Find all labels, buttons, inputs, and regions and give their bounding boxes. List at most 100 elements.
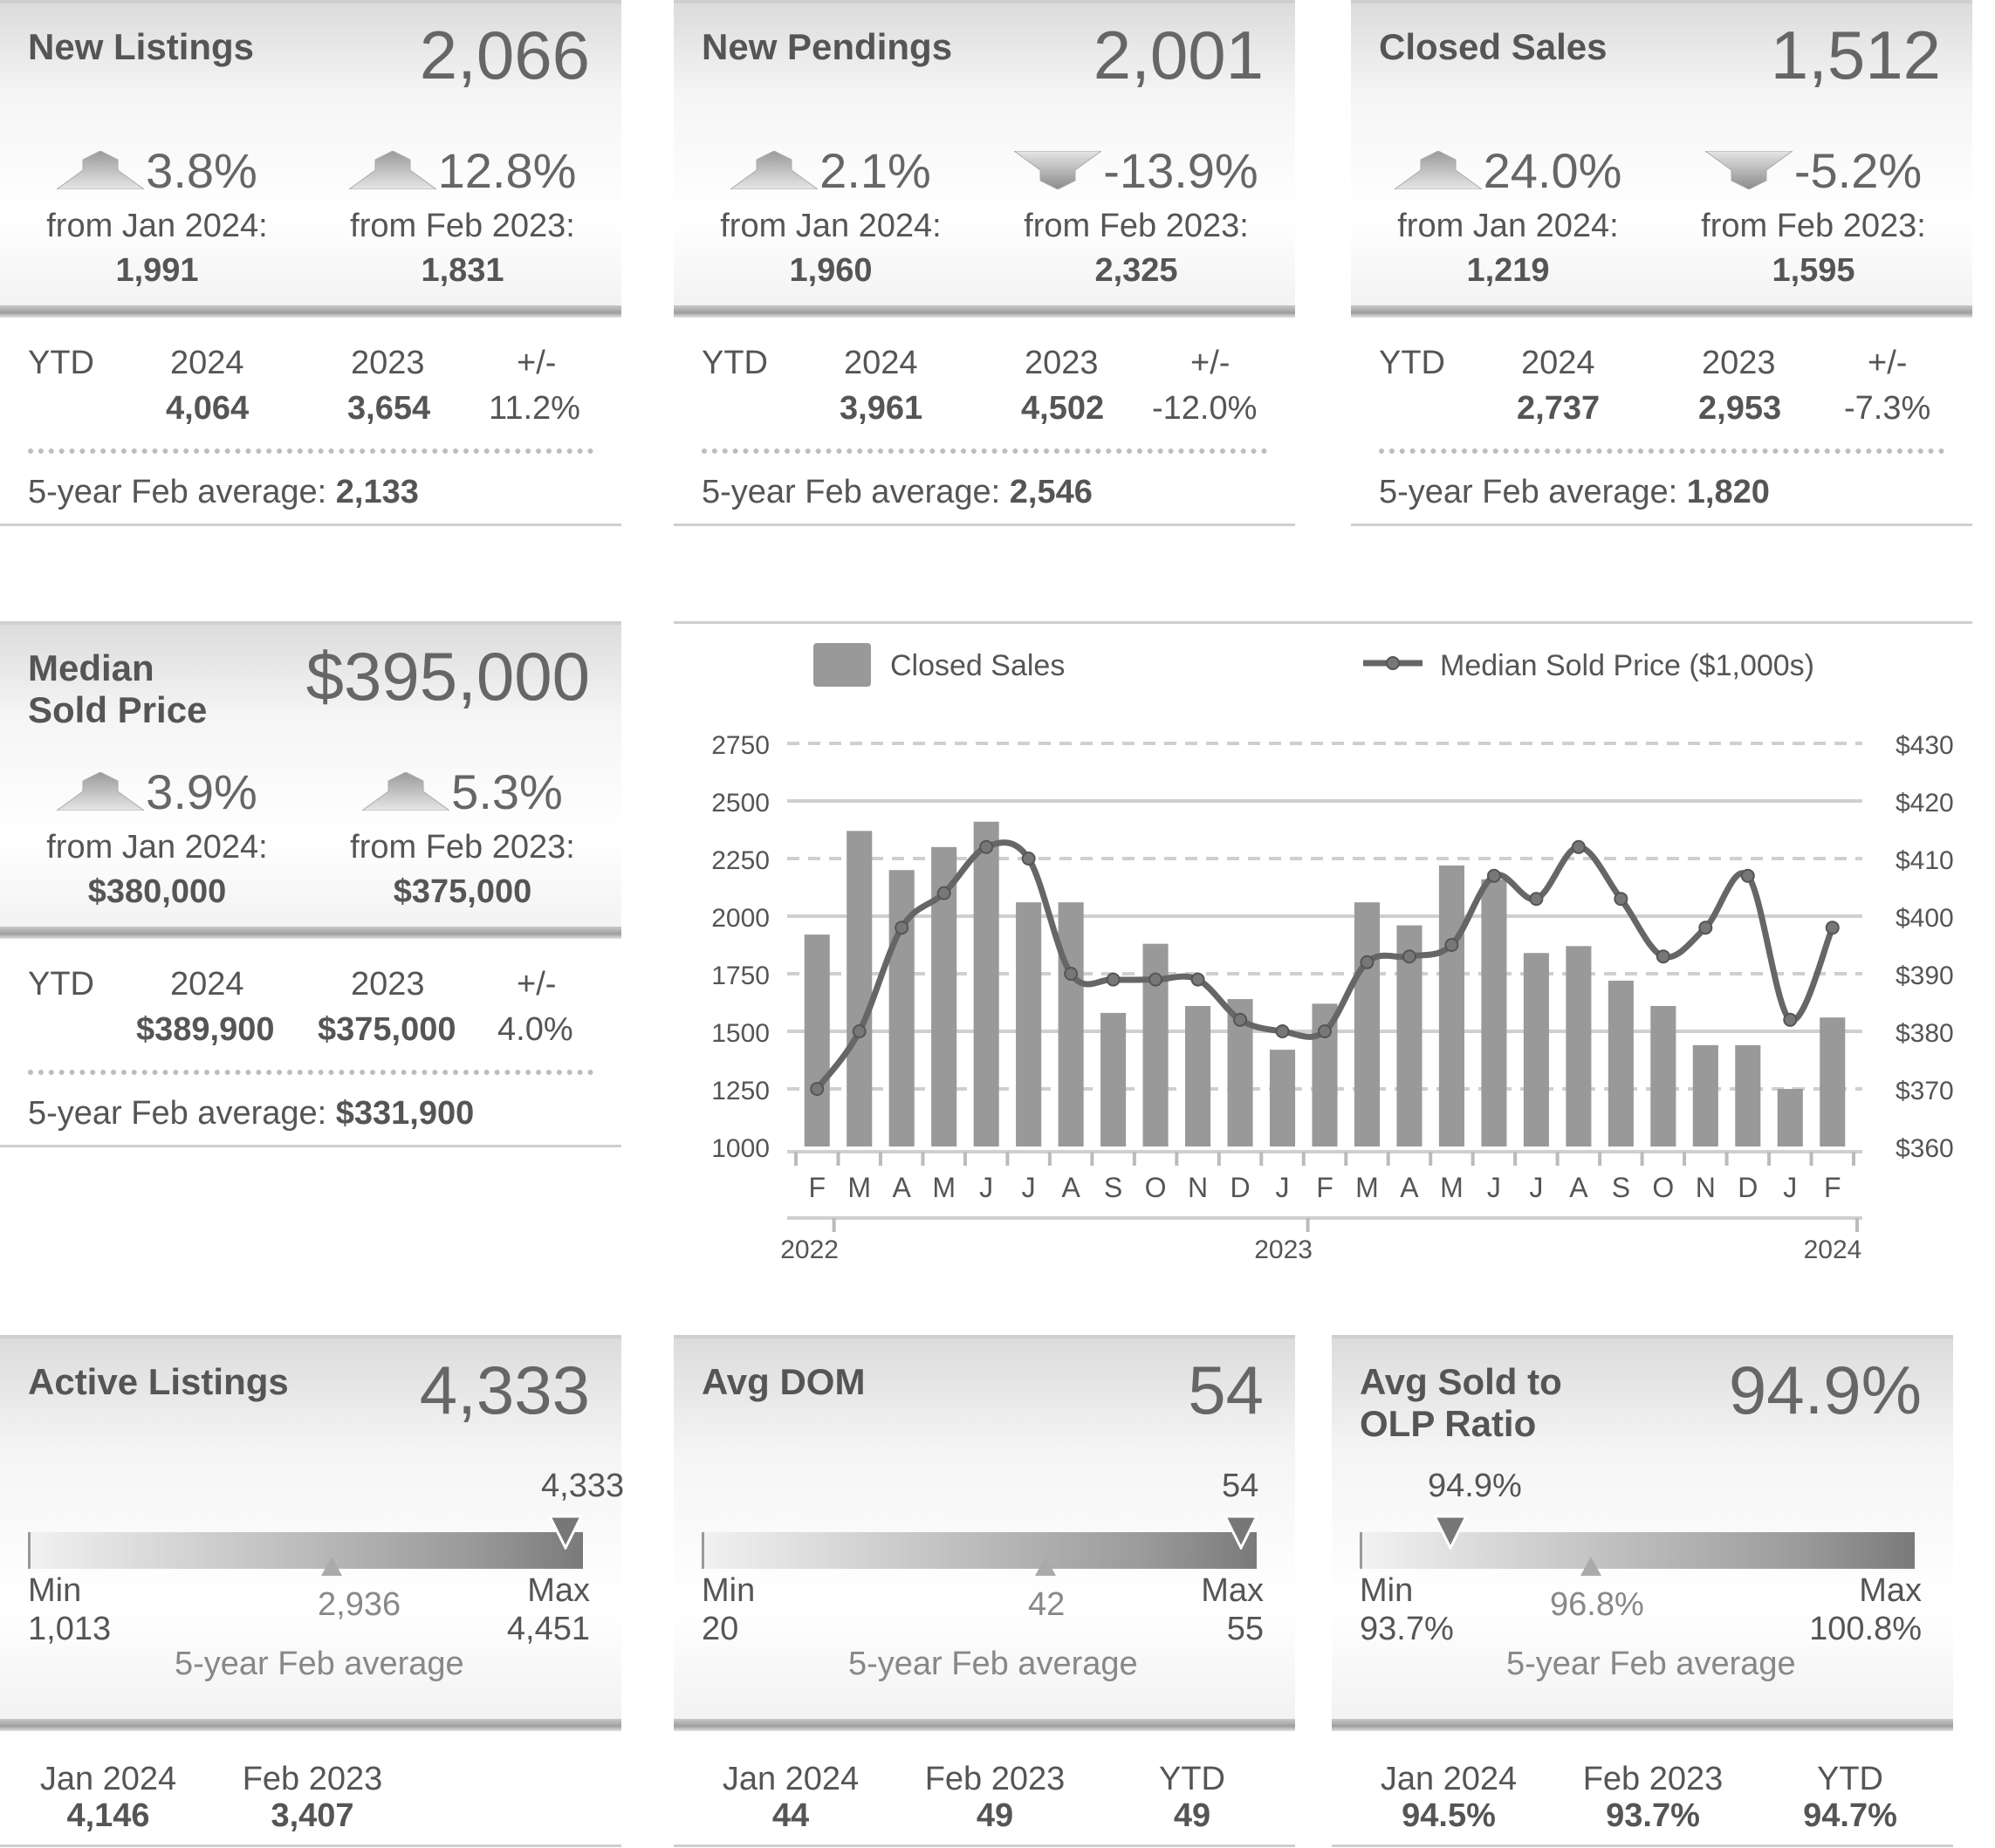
point-median-sold-price: [1656, 949, 1670, 964]
card-header: [0, 1335, 621, 1722]
ytd-current-value: 3,961: [840, 390, 923, 427]
point-median-sold-price: [1698, 921, 1713, 935]
mom-pct: 2.1%: [819, 142, 931, 198]
gauge-average-label: 5-year Feb average: [848, 1646, 1138, 1682]
mom-pct: 24.0%: [1483, 142, 1622, 198]
bar-closed-sales: [1100, 1012, 1127, 1146]
y-right-tick-label: $430: [1896, 731, 1954, 760]
card-value: $395,000: [305, 638, 590, 715]
header-divider: [0, 1719, 621, 1731]
ytd-plus-minus-label: +/-: [517, 966, 557, 1003]
card-title: Median Sold Price: [28, 647, 208, 730]
point-median-sold-price: [1190, 972, 1205, 987]
ytd-diff: 4.0%: [497, 1011, 573, 1048]
point-median-sold-price: [1571, 839, 1586, 854]
dotted-divider: [1379, 448, 1944, 454]
bar-closed-sales: [973, 821, 999, 1146]
bottom-label: Jan 2024: [39, 1761, 177, 1797]
x-tick-label: F: [1316, 1172, 1333, 1203]
five-year-average: 5-year Feb average: 2,133: [28, 474, 419, 510]
point-median-sold-price: [979, 839, 994, 854]
point-median-sold-price: [1529, 892, 1544, 907]
y-left-tick-label: 2500: [711, 789, 770, 818]
y-left-tick-label: 2250: [711, 846, 770, 875]
card-median-sold-price: Median Sold Price $395,000 3.9% from Jan …: [0, 621, 621, 1153]
ytd-diff: -12.0%: [1152, 390, 1258, 427]
yoy-prev-value: 1,595: [1772, 252, 1855, 289]
x-tick-label: M: [847, 1172, 871, 1203]
gauge-min-value: 1,013: [28, 1611, 112, 1647]
y-right-tick-label: $360: [1896, 1134, 1954, 1163]
five-year-average: 5-year Feb average: $331,900: [28, 1095, 475, 1132]
chart-top-rule: [674, 621, 1972, 624]
header-divider: [1351, 305, 1972, 318]
bar-closed-sales: [1692, 1044, 1718, 1146]
gauge-average-label: 5-year Feb average: [175, 1646, 464, 1682]
ytd-diff: 11.2%: [489, 390, 580, 427]
mom-label: from Jan 2024:: [1397, 208, 1619, 244]
yoy-label: from Feb 2023:: [350, 829, 575, 866]
gauge-current-marker-icon: [1224, 1515, 1258, 1550]
gauge-average-marker-icon: [321, 1557, 342, 1576]
point-median-sold-price: [1318, 1024, 1332, 1038]
legend-bar-swatch: [813, 643, 871, 687]
ytd-label: YTD: [702, 345, 768, 381]
yoy-prev-value: 1,831: [421, 252, 504, 289]
arrow-up-icon: [730, 151, 819, 189]
header-divider: [1332, 1719, 1953, 1731]
ytd-year-current: 2024: [844, 345, 918, 381]
legend-line-label: Median Sold Price ($1,000s): [1440, 649, 1814, 682]
five-year-average: 5-year Feb average: 2,546: [702, 474, 1093, 510]
card-bottom-rule: [0, 1845, 621, 1847]
card-title: Avg Sold to OLP Ratio: [1360, 1361, 1562, 1444]
gauge-average-label: 5-year Feb average: [1506, 1646, 1796, 1682]
gauge-min-value: 93.7%: [1360, 1611, 1454, 1647]
legend-line-marker: [1386, 656, 1400, 670]
card-bottom-rule: [0, 524, 621, 526]
x-tick-label: A: [893, 1172, 912, 1203]
bar-closed-sales: [1269, 1050, 1296, 1146]
x-tick-label: F: [1824, 1172, 1841, 1203]
card-bottom-rule: [0, 1145, 621, 1147]
x-tick-label: J: [1487, 1172, 1501, 1203]
card-bottom-rule: [674, 524, 1295, 526]
arrow-up-icon: [57, 151, 145, 189]
five-year-average: 5-year Feb average: 1,820: [1379, 474, 1770, 510]
bottom-value: 94.5%: [1402, 1797, 1496, 1834]
x-tick-label: O: [1145, 1172, 1167, 1203]
gauge-card-active-listings: Active Listings 4,333 4,333 2,936 Min 1,…: [0, 1335, 625, 1848]
ytd-current-value: 2,737: [1517, 390, 1601, 427]
gauge-max-label: Max: [1859, 1572, 1922, 1609]
gauge-card-avg-dom: Avg DOM 54 54 42 Min 20 Max 55 5-year Fe…: [674, 1335, 1295, 1848]
mom-prev-value: 1,960: [789, 252, 873, 289]
ytd-year-previous: 2023: [1702, 345, 1776, 381]
header-divider: [0, 927, 621, 939]
ytd-year-previous: 2023: [1025, 345, 1099, 381]
x-tick-label: D: [1738, 1172, 1758, 1203]
gauge-min-label: Min: [28, 1572, 82, 1609]
card-title: New Pendings: [702, 26, 953, 67]
point-median-sold-price: [1486, 868, 1501, 883]
y-right-tick-label: $400: [1896, 904, 1954, 933]
point-median-sold-price: [1021, 852, 1036, 866]
bottom-value: 49: [1173, 1797, 1211, 1834]
card-value: 1,512: [1770, 17, 1941, 93]
card-header: [674, 1335, 1295, 1722]
card-new-pendings: New Pendings 2,001 2.1% from Jan 2024: 1…: [674, 0, 1295, 532]
gauge-min-value: 20: [702, 1611, 739, 1647]
gauge-min-label: Min: [1360, 1572, 1414, 1609]
x-tick-label: A: [1061, 1172, 1080, 1203]
dotted-divider: [28, 448, 593, 454]
card-new-listings: New Listings 2,066 3.8% from Jan 2024: 1…: [0, 0, 621, 532]
gauge-current-value: 54: [1222, 1468, 1259, 1504]
gauge-max-value: 4,451: [506, 1611, 590, 1647]
point-median-sold-price: [1825, 921, 1840, 935]
y-right-tick-label: $370: [1896, 1077, 1954, 1105]
card-value: 2,001: [1093, 17, 1264, 93]
bottom-label: Feb 2023: [242, 1761, 383, 1797]
gauge-current-value: 4,333: [541, 1468, 625, 1504]
bottom-value: 44: [771, 1797, 810, 1834]
gauge-max-value: 55: [1226, 1611, 1264, 1647]
ytd-previous-value: 4,502: [1021, 390, 1105, 427]
point-median-sold-price: [1783, 1012, 1798, 1027]
